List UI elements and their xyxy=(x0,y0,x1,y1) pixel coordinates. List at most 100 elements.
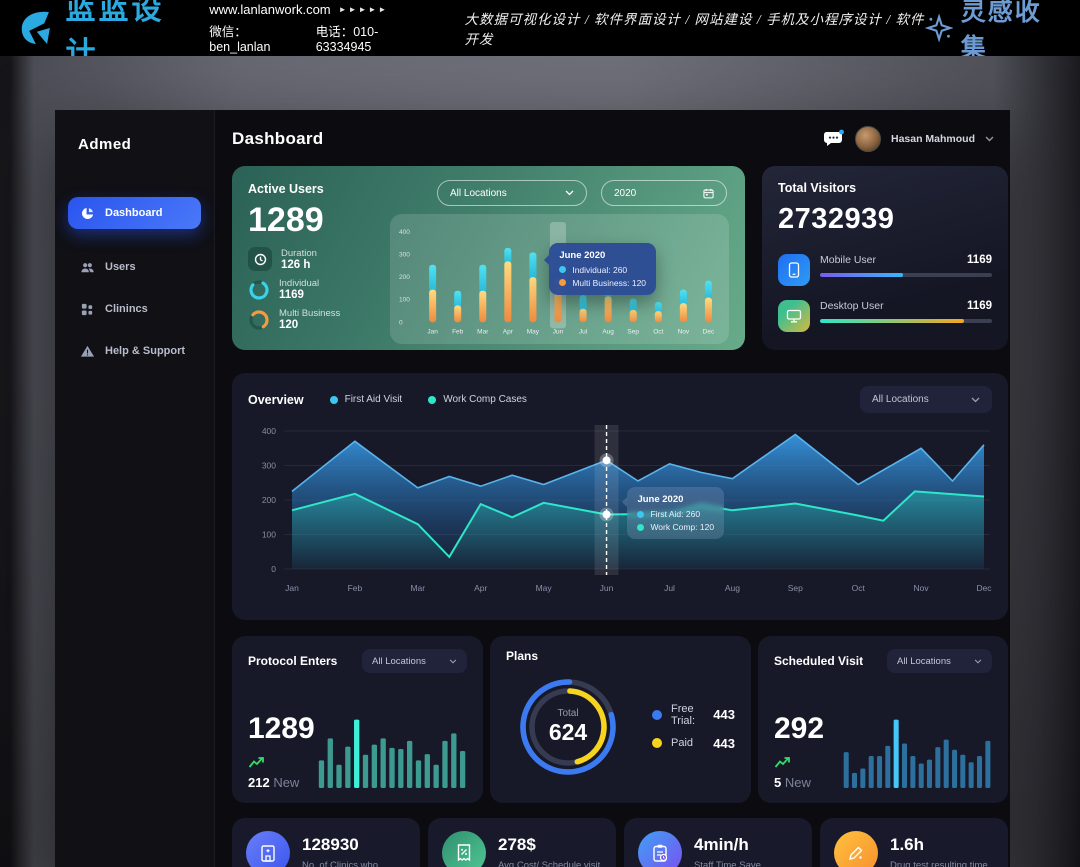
total-visitors-card: Total Visitors 2732939 Mobile User 1169 xyxy=(762,166,1008,350)
svg-text:Mar: Mar xyxy=(477,328,489,335)
visitors-row-desktop: Desktop User 1169 xyxy=(778,300,992,332)
protocol-mini-bar-chart xyxy=(318,719,466,788)
sidebar-item-help-support[interactable]: Help & Support xyxy=(68,335,201,367)
year-dropdown[interactable]: 2020 xyxy=(601,180,727,206)
page-title: Dashboard xyxy=(232,129,324,148)
sidebar-item-label: Clinincs xyxy=(105,303,148,315)
sidebar-item-users[interactable]: Users xyxy=(68,251,201,283)
chevron-down-icon[interactable] xyxy=(985,136,994,142)
stat-duration: Duration 126 h xyxy=(248,247,390,272)
svg-text:400: 400 xyxy=(399,229,410,236)
overview-area-chart[interactable]: 400 300 200 100 0 Jan Feb Mar Apr May Jun Jul Aug Sep… xyxy=(248,421,992,607)
legend-dot xyxy=(652,738,662,748)
tooltip-title: June 2020 xyxy=(637,494,684,505)
sidebar-item-dashboard[interactable]: Dashboard xyxy=(68,197,201,229)
stat-caption: Staff Time Save xyxy=(694,860,761,867)
svg-text:300: 300 xyxy=(262,461,276,471)
tooltip-line: First Aid: 260 xyxy=(650,509,701,519)
stat-value: 4min/h xyxy=(694,835,749,854)
card-title: Scheduled Visit xyxy=(774,654,864,668)
svg-text:Jul: Jul xyxy=(664,583,675,593)
trend-up-icon xyxy=(248,757,264,768)
avg-cost-stat-card: 278$ Avg Cost/ Schedule visit xyxy=(428,818,616,867)
sidebar-item-clinics[interactable]: Clinincs xyxy=(68,293,201,325)
warning-triangle-icon xyxy=(80,345,95,357)
card-title: Total Visitors xyxy=(778,181,857,195)
legend-dot xyxy=(559,279,567,287)
legend-label: Paid xyxy=(671,737,694,749)
user-avatar[interactable] xyxy=(854,126,881,152)
svg-text:Jan: Jan xyxy=(285,583,299,593)
delta-new: 212 New xyxy=(248,775,317,790)
card-title: Protocol Enters xyxy=(248,654,338,668)
calendar-icon xyxy=(703,188,714,198)
chevron-down-icon xyxy=(565,190,574,196)
donut-total-label: Total xyxy=(557,707,579,719)
dropdown-value: All Locations xyxy=(450,187,507,199)
brand-website: www.lanlanwork.com xyxy=(209,2,331,17)
staff-time-stat-card: 4min/h Staff Time Save xyxy=(624,818,812,867)
svg-text:Feb: Feb xyxy=(452,328,464,335)
sidebar: Admed Dashboard Users xyxy=(55,110,215,867)
legend-value: 443 xyxy=(713,707,735,722)
svg-text:Sep: Sep xyxy=(627,328,639,335)
chevron-down-icon xyxy=(974,658,982,664)
svg-text:Apr: Apr xyxy=(503,328,514,335)
background-stage: Admed Dashboard Users xyxy=(0,56,1080,867)
svg-text:Jul: Jul xyxy=(579,328,588,335)
legend-dot xyxy=(559,266,567,274)
scheduled-mini-bar-chart xyxy=(843,719,991,788)
locations-dropdown[interactable]: All Locations xyxy=(860,386,992,413)
delta-value: 212 xyxy=(248,775,270,790)
chat-notification-icon[interactable] xyxy=(823,129,845,149)
tooltip-line: Multi Business: 120 xyxy=(572,277,647,288)
orange-ring-icon xyxy=(249,310,269,330)
pen-icon xyxy=(834,831,878,867)
svg-text:200: 200 xyxy=(262,495,276,505)
stat-label: Duration xyxy=(281,247,317,259)
svg-text:May: May xyxy=(536,583,553,593)
locations-dropdown[interactable]: All Locations xyxy=(437,180,587,206)
dropdown-value: All Locations xyxy=(372,655,426,667)
svg-text:200: 200 xyxy=(399,274,410,281)
brand-wechat: 微信：ben_lanlan xyxy=(209,25,271,54)
progress-track xyxy=(820,273,992,277)
stat-label: Individual xyxy=(279,278,320,290)
active-users-value: 1289 xyxy=(248,201,324,239)
svg-text:Jun: Jun xyxy=(600,583,614,593)
scheduled-visit-value: 292 xyxy=(774,712,825,745)
tooltip-title: June 2020 xyxy=(559,249,606,261)
active-users-card: Active Users 1289 Duration 126 h xyxy=(232,166,745,350)
stat-individual: Individual 1169 xyxy=(248,278,390,301)
sparkle-star-icon xyxy=(924,13,953,43)
legend-dot xyxy=(637,510,645,518)
arrows-decoration: ►►►►► xyxy=(338,5,389,14)
clinics-upload-stat-card: 128930 No. of Clinics who upload xyxy=(232,818,420,867)
svg-text:0: 0 xyxy=(271,564,276,574)
legend-dot xyxy=(428,395,437,404)
svg-text:Aug: Aug xyxy=(602,328,614,335)
admed-dashboard-app: Admed Dashboard Users xyxy=(55,110,1010,867)
svg-text:Jun: Jun xyxy=(553,328,564,335)
users-icon xyxy=(81,262,94,272)
legend-label: Free Trial: xyxy=(671,702,696,727)
stat-value: 1169 xyxy=(279,289,304,302)
locations-dropdown[interactable]: All Locations xyxy=(887,649,992,673)
svg-text:Nov: Nov xyxy=(914,583,930,593)
donut-total-value: 624 xyxy=(548,718,588,745)
svg-text:Sep: Sep xyxy=(788,583,803,593)
svg-text:Feb: Feb xyxy=(348,583,363,593)
brand-logo-icon xyxy=(21,11,50,44)
legend-first-aid: First Aid Visit xyxy=(329,394,403,405)
app-name: Admed xyxy=(78,136,132,153)
stat-multi-business: Multi Business 120 xyxy=(248,308,390,331)
svg-text:Oct: Oct xyxy=(653,328,663,335)
progress-fill xyxy=(820,319,965,323)
legend-label: First Aid Visit xyxy=(344,394,403,405)
main-content: Dashboard Hasan Mahmoud xyxy=(215,110,1010,867)
chevron-down-icon xyxy=(971,397,980,402)
legend-free-trial: Free Trial: 443 xyxy=(652,703,735,727)
locations-dropdown[interactable]: All Locations xyxy=(362,649,467,673)
legend-dot xyxy=(652,709,662,720)
legend-dot xyxy=(329,395,338,404)
